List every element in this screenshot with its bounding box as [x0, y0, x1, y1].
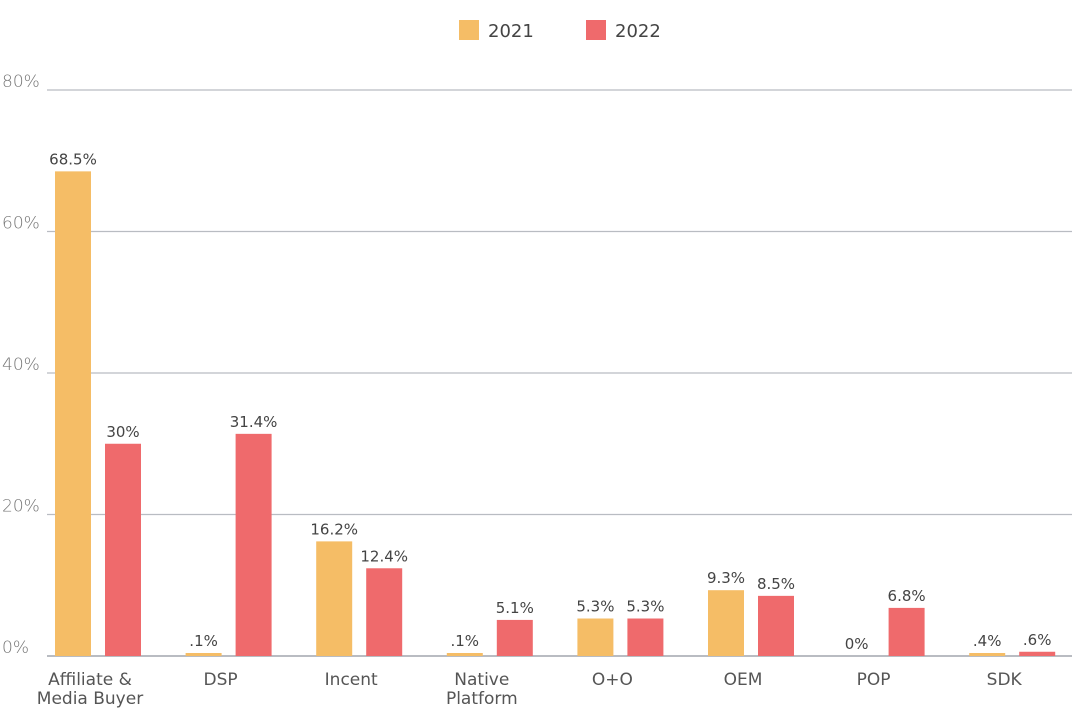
data-label: 5.3% — [576, 598, 614, 616]
x-tick-label: Affiliate & — [48, 670, 132, 690]
bar-2022 — [1019, 651, 1056, 656]
y-tick-label: 0% — [2, 638, 29, 658]
y-tick-label: 80% — [2, 72, 40, 92]
data-label: .4% — [973, 632, 1002, 650]
data-label: 68.5% — [49, 150, 97, 168]
x-tick-label: DSP — [204, 670, 238, 690]
data-label: 0% — [845, 635, 869, 653]
data-label: 30% — [106, 423, 139, 441]
x-tick-label: POP — [857, 670, 891, 690]
data-label: 31.4% — [230, 413, 278, 431]
bar-2021 — [969, 653, 1006, 656]
y-tick-label: 20% — [2, 497, 40, 517]
x-tick-label: Incent — [325, 670, 378, 690]
bar-2022 — [235, 433, 272, 656]
data-label: 16.2% — [310, 520, 358, 538]
data-label: 8.5% — [757, 575, 795, 593]
y-tick-label: 60% — [2, 214, 40, 234]
data-label: 9.3% — [707, 569, 745, 587]
data-label: 6.8% — [888, 587, 926, 605]
data-label: .1% — [189, 632, 218, 650]
bar-2022 — [496, 619, 533, 656]
y-tick-label: 40% — [2, 355, 40, 375]
data-label: 12.4% — [360, 547, 408, 565]
x-tick-label: Native — [454, 670, 509, 690]
legend-label: 2022 — [615, 21, 661, 42]
x-tick-label: Platform — [446, 689, 518, 709]
data-label: .6% — [1023, 631, 1052, 649]
bar-2022 — [366, 568, 403, 656]
data-label: .1% — [451, 632, 480, 650]
bar-2021 — [708, 590, 744, 656]
bar-2022 — [758, 595, 794, 656]
x-tick-label: SDK — [987, 670, 1023, 690]
x-tick-label: O+O — [592, 670, 633, 690]
bar-2021 — [55, 171, 91, 657]
bar-2021 — [577, 618, 614, 656]
bar-2022 — [105, 443, 141, 656]
bar-2021 — [316, 541, 353, 656]
x-tick-label: OEM — [724, 670, 763, 690]
bar-2022 — [888, 607, 925, 656]
legend-swatch — [459, 20, 479, 40]
data-label: 5.1% — [496, 599, 534, 617]
x-tick-label: Media Buyer — [37, 689, 143, 709]
legend-swatch — [586, 20, 606, 40]
bar-2021 — [185, 653, 222, 656]
legend-label: 2021 — [488, 21, 534, 42]
data-label: 5.3% — [626, 598, 664, 616]
bar-2021 — [446, 653, 483, 656]
bar-2022 — [627, 618, 664, 656]
